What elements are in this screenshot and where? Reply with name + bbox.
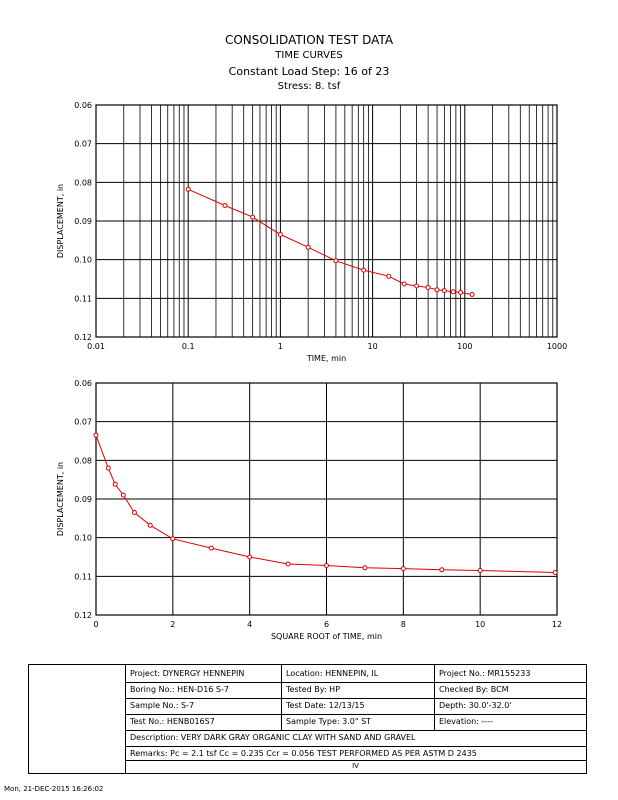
- data-point: [208, 545, 214, 551]
- x-tick-label: 0.01: [87, 342, 105, 351]
- test-no-cell: Test No.: HENB016S7: [130, 717, 215, 726]
- data-point: [401, 281, 407, 287]
- y-axis-label: DISPLACEMENT, in: [56, 462, 65, 536]
- data-point: [285, 561, 291, 567]
- x-tick-label: 6: [324, 620, 329, 629]
- x-tick-label: 1000: [547, 342, 567, 351]
- y-tick-label: 0.06: [74, 379, 92, 388]
- test-info-table: Project: DYNERGY HENNEPIN Location: HENN…: [28, 664, 587, 774]
- data-point: [222, 203, 228, 208]
- project-no-cell: Project No.: MR155233: [439, 669, 531, 678]
- data-point: [386, 273, 392, 279]
- y-tick-label: 0.07: [74, 140, 92, 149]
- x-axis-label: TIME, min: [306, 354, 346, 363]
- description-cell: Description: VERY DARK GRAY ORGANIC CLAY…: [130, 733, 416, 742]
- data-point: [362, 565, 368, 571]
- y-tick-label: 0.12: [74, 333, 92, 342]
- data-point: [305, 244, 311, 250]
- boring-no-cell: Boring No.: HEN-D16 S-7: [130, 685, 229, 694]
- x-tick-label: 10: [475, 620, 485, 629]
- y-tick-label: 0.12: [74, 611, 92, 620]
- data-point: [414, 283, 420, 289]
- data-point: [185, 186, 191, 192]
- data-point: [105, 465, 111, 471]
- x-tick-label: 0.1: [182, 342, 195, 351]
- figure-mark: IV: [352, 762, 359, 770]
- plot-frame: [95, 104, 558, 338]
- data-point: [458, 290, 464, 295]
- y-tick-label: 0.10: [74, 256, 92, 265]
- chart-title: CONSOLIDATION TEST DATA: [224, 33, 394, 47]
- data-point: [112, 481, 118, 487]
- tested-by-cell: Tested By: HP: [286, 685, 341, 694]
- y-tick-label: 0.09: [74, 495, 92, 504]
- elevation-cell: Elevation: ----: [439, 717, 493, 726]
- data-point: [277, 232, 283, 237]
- project-cell: Project: DYNERGY HENNEPIN: [130, 669, 245, 678]
- data-point: [552, 570, 558, 575]
- y-tick-label: 0.08: [74, 456, 92, 465]
- y-tick-label: 0.08: [74, 178, 92, 187]
- location-cell: Location: HENNEPIN, IL: [286, 669, 379, 678]
- data-point: [120, 492, 126, 498]
- sample-no-cell: Sample No.: S-7: [130, 701, 195, 710]
- data-point: [425, 285, 431, 290]
- chart-subtitle: TIME CURVES: [275, 50, 343, 61]
- depth-cell: Depth: 30.0'-32.0': [439, 701, 512, 710]
- load-step-label: Constant Load Step: 16 of 23: [228, 65, 390, 78]
- data-point: [434, 287, 440, 293]
- x-tick-label: 10: [368, 342, 378, 351]
- y-tick-label: 0.11: [74, 294, 92, 303]
- data-point: [450, 289, 456, 295]
- x-tick-label: 0: [93, 620, 98, 629]
- data-point: [333, 258, 339, 264]
- data-point: [247, 554, 253, 560]
- y-tick-label: 0.07: [74, 418, 92, 427]
- series-line: [187, 188, 473, 295]
- sample-type-cell: Sample Type: 3.0" ST: [286, 717, 372, 726]
- plot-frame: [95, 382, 558, 616]
- data-point: [250, 214, 256, 220]
- data-point: [131, 510, 137, 515]
- x-tick-label: 2: [170, 620, 175, 629]
- series-line: [95, 435, 556, 573]
- data-point: [324, 563, 329, 568]
- x-tick-label: 12: [552, 620, 562, 629]
- print-timestamp: Mon, 21-DEC-2015 16:26:02: [4, 785, 104, 793]
- data-point: [147, 522, 153, 528]
- x-tick-label: 4: [247, 620, 252, 629]
- data-point: [400, 566, 406, 572]
- y-tick-label: 0.09: [74, 217, 92, 226]
- data-point: [469, 292, 475, 297]
- x-tick-label: 100: [457, 342, 472, 351]
- y-tick-label: 0.06: [74, 101, 92, 110]
- stress-label: Stress: 8. tsf: [277, 81, 341, 92]
- x-axis-label: SQUARE ROOT of TIME, min: [271, 632, 382, 641]
- data-point: [93, 432, 99, 438]
- data-point: [170, 536, 176, 542]
- checked-by-cell: Checked By: BCM: [439, 685, 509, 694]
- x-tick-label: 1: [278, 342, 283, 351]
- data-point: [441, 288, 447, 294]
- x-tick-label: 8: [401, 620, 406, 629]
- remarks-cell: Remarks: Pc = 2.1 tsf Cc = 0.235 Ccr = 0…: [130, 749, 477, 758]
- y-tick-label: 0.10: [74, 534, 92, 543]
- y-axis-label: DISPLACEMENT, in: [56, 184, 65, 258]
- test-date-cell: Test Date: 12/13/15: [286, 701, 365, 710]
- data-point: [361, 267, 367, 273]
- y-tick-label: 0.11: [74, 572, 92, 581]
- data-point: [439, 567, 445, 573]
- data-point: [477, 568, 483, 573]
